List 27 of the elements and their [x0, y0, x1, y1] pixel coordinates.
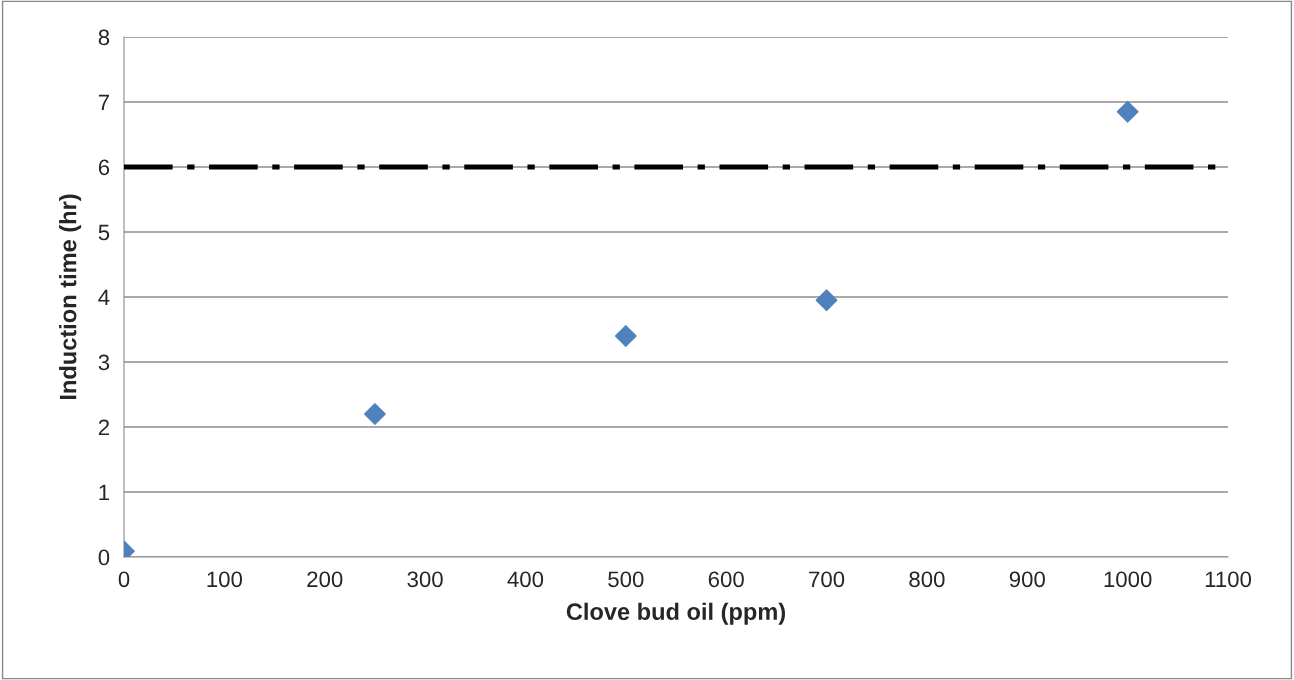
point [364, 403, 386, 425]
x-tick-label: 500 [608, 571, 644, 588]
y-tick-label: 8 [98, 29, 110, 46]
y-tick-label: 1 [99, 484, 110, 501]
x-axis-title: Clove bud oil (ppm) [566, 602, 786, 625]
x-tick-label: 1100 [1205, 571, 1252, 588]
y-tick-label: 3 [98, 354, 110, 371]
x-tick-label: 600 [708, 571, 744, 588]
y-tick-label: 6 [98, 159, 110, 176]
y-tick-label: 2 [98, 419, 109, 436]
x-tick-label: 100 [207, 571, 243, 588]
x-tick-label: 700 [809, 571, 845, 588]
point [815, 289, 838, 312]
x-tick-label: 900 [1009, 571, 1045, 588]
x-tick-label: 300 [407, 571, 443, 588]
y-tick-label: 7 [98, 94, 109, 111]
x-tick-label: 400 [507, 571, 544, 588]
y-axis-title: Induction time (hr) [59, 194, 82, 400]
point [614, 325, 637, 347]
x-tick-label: 1000 [1104, 571, 1152, 588]
point [1116, 100, 1139, 123]
x-tick-label: 800 [909, 571, 945, 588]
x-tick-label: 200 [307, 571, 343, 588]
y-tick-label: 5 [98, 224, 110, 241]
y-tick-label: 0 [98, 549, 110, 566]
x-tick-label: 0 [118, 571, 130, 588]
y-tick-label: 4 [98, 289, 110, 306]
